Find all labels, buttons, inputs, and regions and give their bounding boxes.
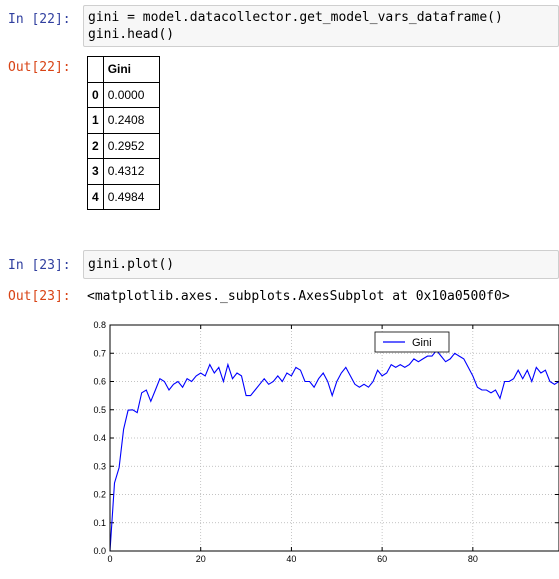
code-input-cell-22[interactable]: gini = model.datacollector.get_model_var… xyxy=(83,5,559,47)
y-tick-label: 0.2 xyxy=(93,490,106,500)
output-repr-text: <matplotlib.axes._subplots.AxesSubplot a… xyxy=(87,289,510,304)
row-value: 0.2408 xyxy=(102,107,160,134)
x-tick-label: 0 xyxy=(107,554,112,564)
output-prompt-22: Out[22]: xyxy=(8,60,71,75)
code-line: gini.plot() xyxy=(88,257,175,272)
x-axis-ticks: 0 20 40 60 80 xyxy=(107,325,478,564)
input-prompt-23: In [23]: xyxy=(8,258,71,273)
y-axis-ticks: 0.0 0.1 0.2 0.3 0.4 0.5 0.6 0.7 0.8 xyxy=(93,320,559,556)
table-row: 2 0.2952 xyxy=(87,132,160,159)
y-tick-label: 0.8 xyxy=(93,320,106,330)
table-row: 0 0.0000 xyxy=(87,81,160,108)
series-layer xyxy=(109,349,559,552)
code-line: gini = model.datacollector.get_model_var… xyxy=(88,10,503,25)
y-tick-label: 0.4 xyxy=(93,433,106,443)
column-header-gini: Gini xyxy=(102,56,160,83)
output-prompt-23: Out[23]: xyxy=(8,289,71,304)
y-tick-label: 0.1 xyxy=(93,518,106,528)
axes-frame xyxy=(109,324,559,552)
row-index: 4 xyxy=(87,183,104,210)
row-index: 2 xyxy=(87,132,104,159)
x-tick-label: 60 xyxy=(377,554,387,564)
y-tick-label: 0.3 xyxy=(93,461,106,471)
table-row: 4 0.4984 xyxy=(87,183,160,210)
x-tick-label: 20 xyxy=(196,554,206,564)
table-header-row: Gini xyxy=(87,56,160,83)
y-tick-label: 0.5 xyxy=(93,405,106,415)
y-tick-label: 0.0 xyxy=(93,546,106,556)
dataframe-table: Gini 0 0.0000 1 0.2408 2 0.2952 3 0.4312… xyxy=(87,56,160,210)
y-tick-label: 0.6 xyxy=(93,377,106,387)
table-row: 1 0.2408 xyxy=(87,107,160,134)
y-tick-label: 0.7 xyxy=(93,348,106,358)
row-value: 0.4984 xyxy=(102,183,160,210)
row-value: 0.2952 xyxy=(102,132,160,159)
row-index: 1 xyxy=(87,107,104,134)
row-index: 0 xyxy=(87,81,104,108)
index-header-cell xyxy=(87,56,104,83)
legend-label: Gini xyxy=(412,337,432,349)
code-line: gini.head() xyxy=(88,27,175,42)
row-index: 3 xyxy=(87,158,104,185)
x-tick-label: 40 xyxy=(286,554,296,564)
x-tick-label: 80 xyxy=(468,554,478,564)
table-row: 3 0.4312 xyxy=(87,158,160,185)
line-chart: 0.0 0.1 0.2 0.3 0.4 0.5 0.6 0.7 0.8 0 20 40 60 80 Gi… xyxy=(93,320,559,564)
row-value: 0.0000 xyxy=(102,81,160,108)
legend-box xyxy=(374,331,450,353)
grid-lines xyxy=(109,324,559,552)
legend: Gini xyxy=(374,331,450,353)
series-line-gini xyxy=(109,349,559,552)
input-prompt-22: In [22]: xyxy=(8,12,71,27)
row-value: 0.4312 xyxy=(102,158,160,185)
code-input-cell-23[interactable]: gini.plot() xyxy=(83,250,559,279)
